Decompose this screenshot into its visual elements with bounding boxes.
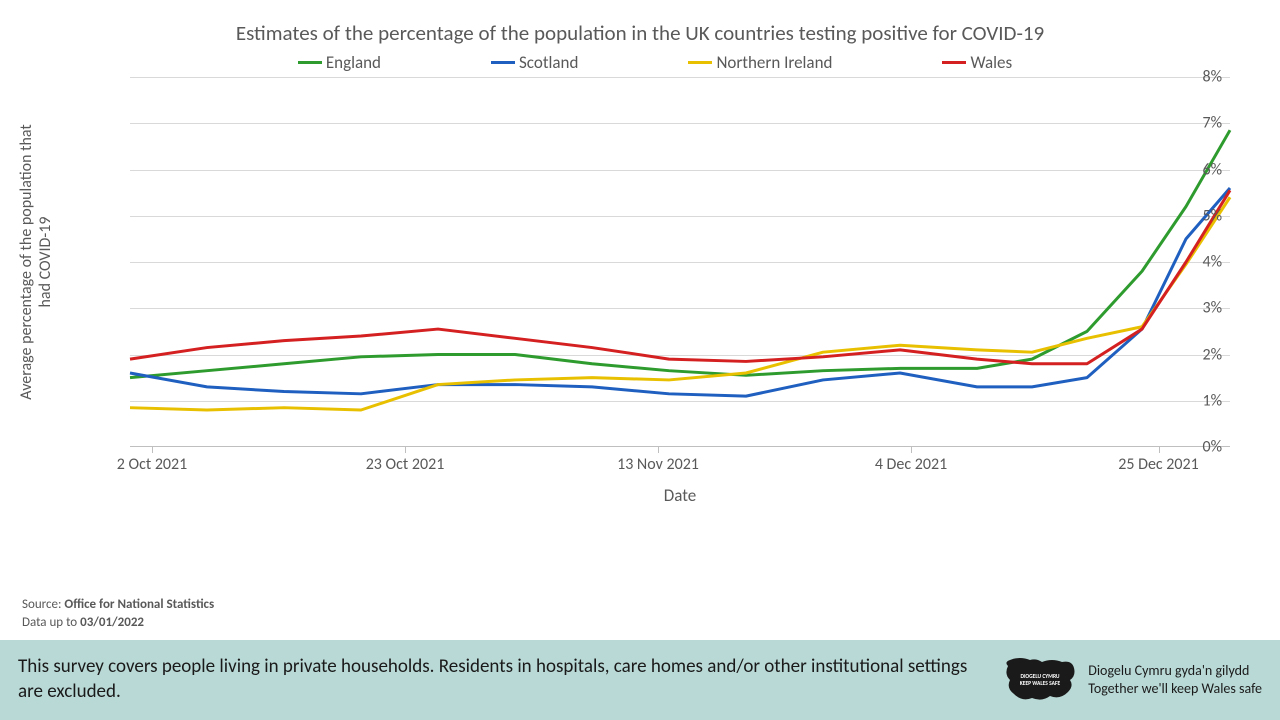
- y-tick-label: 7%: [1202, 114, 1222, 133]
- chart-title: Estimates of the percentage of the popul…: [20, 20, 1260, 46]
- series-line: [130, 197, 1230, 410]
- legend-item: Northern Ireland: [688, 52, 832, 73]
- x-tick-label: 13 Nov 2021: [617, 455, 699, 474]
- x-tick-mark: [152, 447, 153, 453]
- x-tick-mark: [911, 447, 912, 453]
- y-tick-label: 6%: [1202, 160, 1222, 179]
- footer-note: This survey covers people living in priv…: [18, 655, 984, 704]
- legend: England Scotland Northern Ireland Wales: [20, 52, 1260, 73]
- y-tick-label: 8%: [1202, 68, 1222, 87]
- y-tick-label: 2%: [1202, 345, 1222, 364]
- legend-item: England: [298, 52, 381, 73]
- x-tick-mark: [405, 447, 406, 453]
- x-tick-label: 2 Oct 2021: [117, 455, 188, 474]
- slogan-english: Together we'll keep Wales safe: [1088, 680, 1262, 698]
- source-label: Source:: [22, 597, 61, 612]
- data-upto-date: 03/01/2022: [80, 615, 144, 630]
- chart-container: Estimates of the percentage of the popul…: [20, 20, 1260, 580]
- x-tick-mark: [658, 447, 659, 453]
- legend-item: Wales: [942, 52, 1012, 73]
- y-tick-label: 5%: [1202, 206, 1222, 225]
- plot-area: Average percentage of the population tha…: [130, 77, 1230, 447]
- source-org: Office for National Statistics: [64, 597, 214, 612]
- slogan-welsh: Diogelu Cymru gyda'n gilydd: [1088, 662, 1262, 680]
- data-upto-label: Data up to: [22, 615, 77, 630]
- footer-slogan: Diogelu Cymru gyda'n gilydd Together we'…: [1088, 662, 1262, 698]
- chart-lines-svg: [130, 77, 1230, 447]
- x-tick-mark: [1159, 447, 1160, 453]
- x-tick-label: 4 Dec 2021: [875, 455, 947, 474]
- logo-text-bottom: KEEP WALES SAFE: [1020, 681, 1061, 687]
- y-axis-label: Average percentage of the population tha…: [17, 72, 55, 452]
- logo-text-top: DIOGELU CYMRU: [1021, 674, 1060, 680]
- keep-wales-safe-icon: DIOGELU CYMRU KEEP WALES SAFE: [1002, 652, 1078, 708]
- footer-logo-block: DIOGELU CYMRU KEEP WALES SAFE Diogelu Cy…: [1002, 652, 1262, 708]
- x-tick-label: 25 Dec 2021: [1118, 455, 1198, 474]
- source-text: Source: Office for National Statistics D…: [22, 596, 214, 631]
- y-tick-label: 1%: [1202, 391, 1222, 410]
- x-ticks: 2 Oct 202123 Oct 202113 Nov 20214 Dec 20…: [130, 447, 1230, 477]
- legend-item: Scotland: [491, 52, 578, 73]
- x-axis-label: Date: [100, 485, 1260, 506]
- series-line: [130, 190, 1230, 363]
- x-tick-label: 23 Oct 2021: [366, 455, 445, 474]
- y-tick-label: 4%: [1202, 253, 1222, 272]
- footer-banner: This survey covers people living in priv…: [0, 640, 1280, 720]
- y-tick-label: 3%: [1202, 299, 1222, 318]
- y-tick-label: 0%: [1202, 438, 1222, 457]
